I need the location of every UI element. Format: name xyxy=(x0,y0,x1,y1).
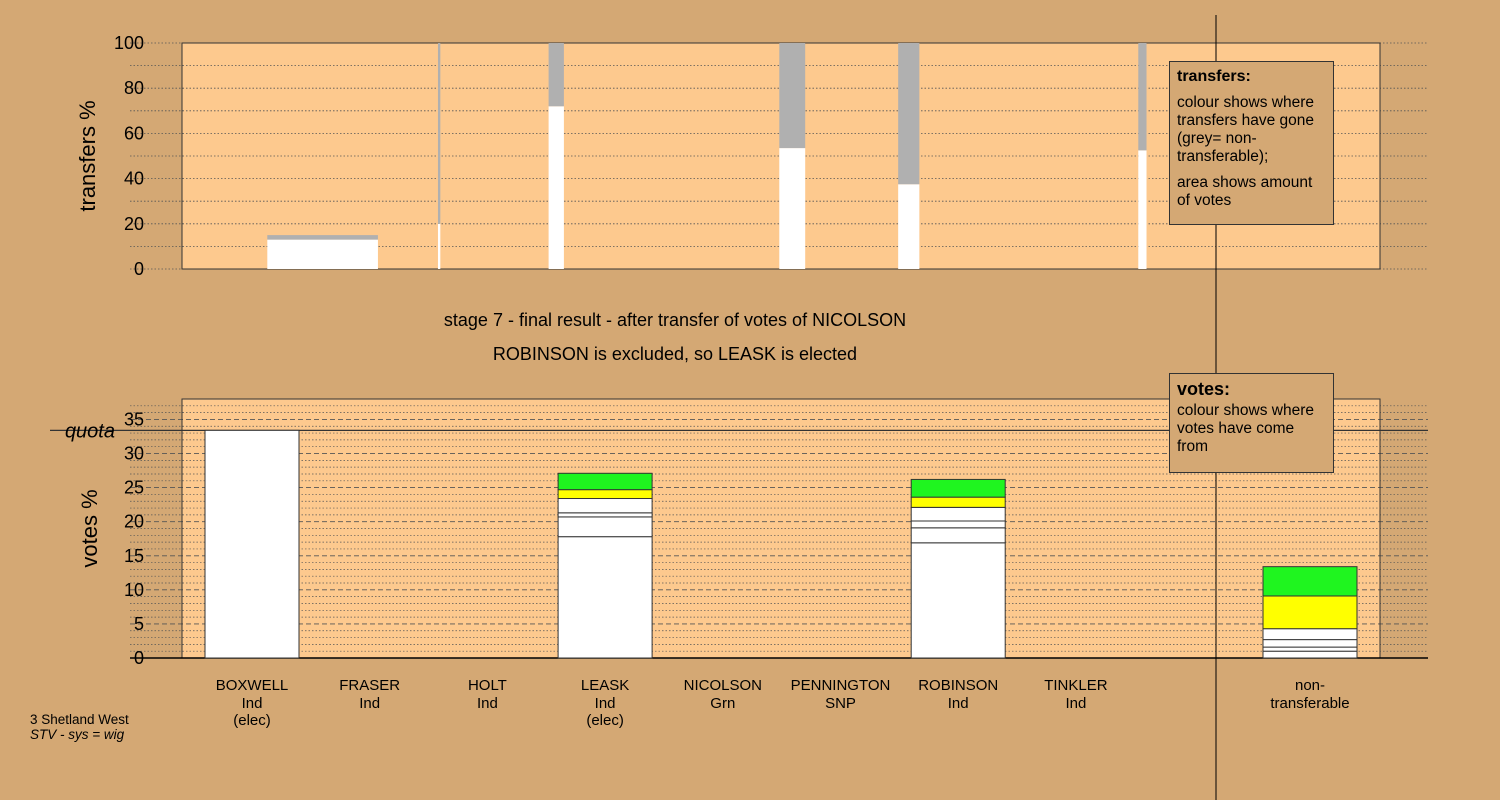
transfer-bar-segment xyxy=(437,43,441,224)
vote-bar-segment xyxy=(557,516,653,538)
votes-legend: votes: colour shows where votes have com… xyxy=(1169,373,1334,473)
candidate-name-label: ROBINSON xyxy=(918,677,998,694)
transfer-bar-segment xyxy=(779,148,806,269)
transfers-y-tick-label: 80 xyxy=(124,78,144,98)
candidate-party-label: SNP xyxy=(825,695,856,712)
candidate-name-label: LEASK xyxy=(581,677,629,694)
candidate-party-label: Ind xyxy=(359,695,380,712)
transfers-legend-heading: transfers: xyxy=(1177,68,1251,85)
votes-y-tick-label: 5 xyxy=(134,614,144,634)
system-label: STV - sys = wig xyxy=(30,727,125,742)
vote-bar-segment xyxy=(557,498,653,514)
candidate-party-label: Ind xyxy=(477,695,498,712)
transfers-legend-text2: area shows amount of votes xyxy=(1177,174,1313,209)
transfer-bar-segment xyxy=(267,235,378,240)
votes-y-tick-label: 15 xyxy=(124,546,144,566)
votes-y-tick-label: 10 xyxy=(124,580,144,600)
transfer-bar-segment xyxy=(779,43,806,149)
candidate-party-label: Grn xyxy=(710,695,735,712)
candidate-party-label: Ind xyxy=(595,695,616,712)
candidate-name-label: NICOLSON xyxy=(684,677,762,694)
vote-bar-segment xyxy=(910,506,1006,522)
transfers-y-axis-label: transfers % xyxy=(75,100,100,211)
vote-bar-segment xyxy=(910,527,1006,544)
vote-bar-segment xyxy=(204,429,300,659)
constituency-label: 3 Shetland West xyxy=(30,712,129,727)
transfers-y-tick-label: 60 xyxy=(124,123,144,143)
vote-bar-segment xyxy=(1262,650,1358,659)
vote-bar-segment xyxy=(1262,566,1358,597)
votes-y-tick-label: 25 xyxy=(124,478,144,498)
candidate-party-label: Ind xyxy=(1065,695,1086,712)
candidate-party-label: transferable xyxy=(1270,695,1349,712)
vote-bar-segment xyxy=(1262,595,1358,630)
candidate-name-label: PENNINGTON xyxy=(791,677,891,694)
transfers-y-tick-label: 0 xyxy=(134,259,144,279)
votes-y-tick-label: 20 xyxy=(124,512,144,532)
votes-legend-heading: votes: xyxy=(1177,379,1231,399)
result-subtitle: ROBINSON is excluded, so LEASK is electe… xyxy=(492,344,858,364)
transfers-legend-text1: colour shows where transfers have gone (… xyxy=(1177,94,1315,165)
vote-bar-segment xyxy=(910,520,1006,529)
transfer-bar-segment xyxy=(548,43,564,107)
votes-y-tick-label: 0 xyxy=(134,648,144,668)
quota-label: quota xyxy=(65,420,115,442)
candidate-name-label: non- xyxy=(1295,677,1325,694)
votes-y-tick-label: 30 xyxy=(124,444,144,464)
transfer-bar-segment xyxy=(548,106,564,269)
transfers-legend: transfers: colour shows where transfers … xyxy=(1169,61,1334,225)
vote-bar-segment xyxy=(910,542,1006,659)
candidate-party-label: Ind xyxy=(948,695,969,712)
vote-bar-segment xyxy=(910,496,1006,508)
transfer-bar-segment xyxy=(1138,43,1147,151)
transfer-bar-segment xyxy=(1138,150,1147,269)
transfers-y-tick-label: 100 xyxy=(114,33,144,53)
vote-bar-segment xyxy=(557,512,653,518)
vote-bar-segment xyxy=(557,536,653,659)
transfers-y-tick-label: 20 xyxy=(124,214,144,234)
vote-bar-segment xyxy=(910,478,1006,498)
transfer-bar-segment xyxy=(898,43,920,185)
transfer-bar-segment xyxy=(437,223,441,269)
transfer-bar-segment xyxy=(267,239,378,269)
candidate-status-label: (elec) xyxy=(586,712,624,729)
candidate-name-label: BOXWELL xyxy=(216,677,289,694)
candidate-status-label: (elec) xyxy=(233,712,271,729)
vote-bar-segment xyxy=(557,489,653,500)
votes-y-tick-label: 35 xyxy=(124,409,144,429)
vote-bar-segment xyxy=(1262,639,1358,648)
votes-y-axis-label: votes % xyxy=(77,489,102,567)
candidate-name-label: TINKLER xyxy=(1044,677,1108,694)
candidate-name-label: HOLT xyxy=(468,677,507,694)
vote-bar-segment xyxy=(1262,646,1358,652)
vote-bar-segment xyxy=(1262,628,1358,641)
stage-title: stage 7 - final result - after transfer … xyxy=(443,310,907,330)
candidate-party-label: Ind xyxy=(242,695,263,712)
transfer-bar-segment xyxy=(898,184,920,269)
vote-bar-segment xyxy=(557,472,653,491)
votes-legend-text1: colour shows where votes have come from xyxy=(1177,402,1314,455)
transfers-y-tick-label: 40 xyxy=(124,169,144,189)
candidate-name-label: FRASER xyxy=(339,677,400,694)
